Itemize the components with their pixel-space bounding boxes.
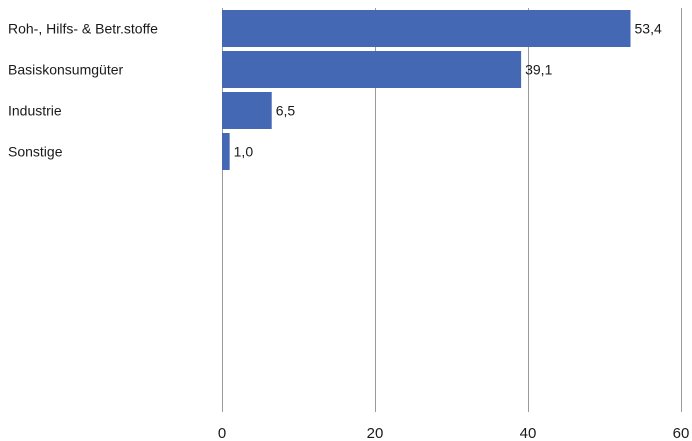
- bar: [222, 51, 522, 88]
- bars: [222, 10, 631, 170]
- category-label: Basiskonsumgüter: [8, 62, 124, 78]
- bar: [222, 10, 631, 47]
- x-tick-label: 0: [218, 425, 226, 441]
- value-label: 39,1: [525, 62, 552, 78]
- category-label: Industrie: [8, 103, 62, 119]
- value-label: 1,0: [234, 144, 254, 160]
- bar: [222, 92, 272, 129]
- category-labels: Roh-, Hilfs- & Betr.stoffe Basiskonsumgüt…: [8, 21, 158, 160]
- category-label: Sonstige: [8, 144, 63, 160]
- x-tick-label: 40: [520, 425, 537, 441]
- value-label: 53,4: [635, 21, 662, 37]
- bar: [222, 133, 230, 170]
- x-tick-label: 60: [673, 425, 690, 441]
- value-label: 6,5: [276, 103, 296, 119]
- x-axis-ticks: 0 20 40 60: [218, 425, 690, 441]
- value-labels: 53,4 39,1 6,5 1,0: [234, 21, 662, 160]
- x-tick-label: 20: [367, 425, 384, 441]
- category-label: Roh-, Hilfs- & Betr.stoffe: [8, 21, 158, 37]
